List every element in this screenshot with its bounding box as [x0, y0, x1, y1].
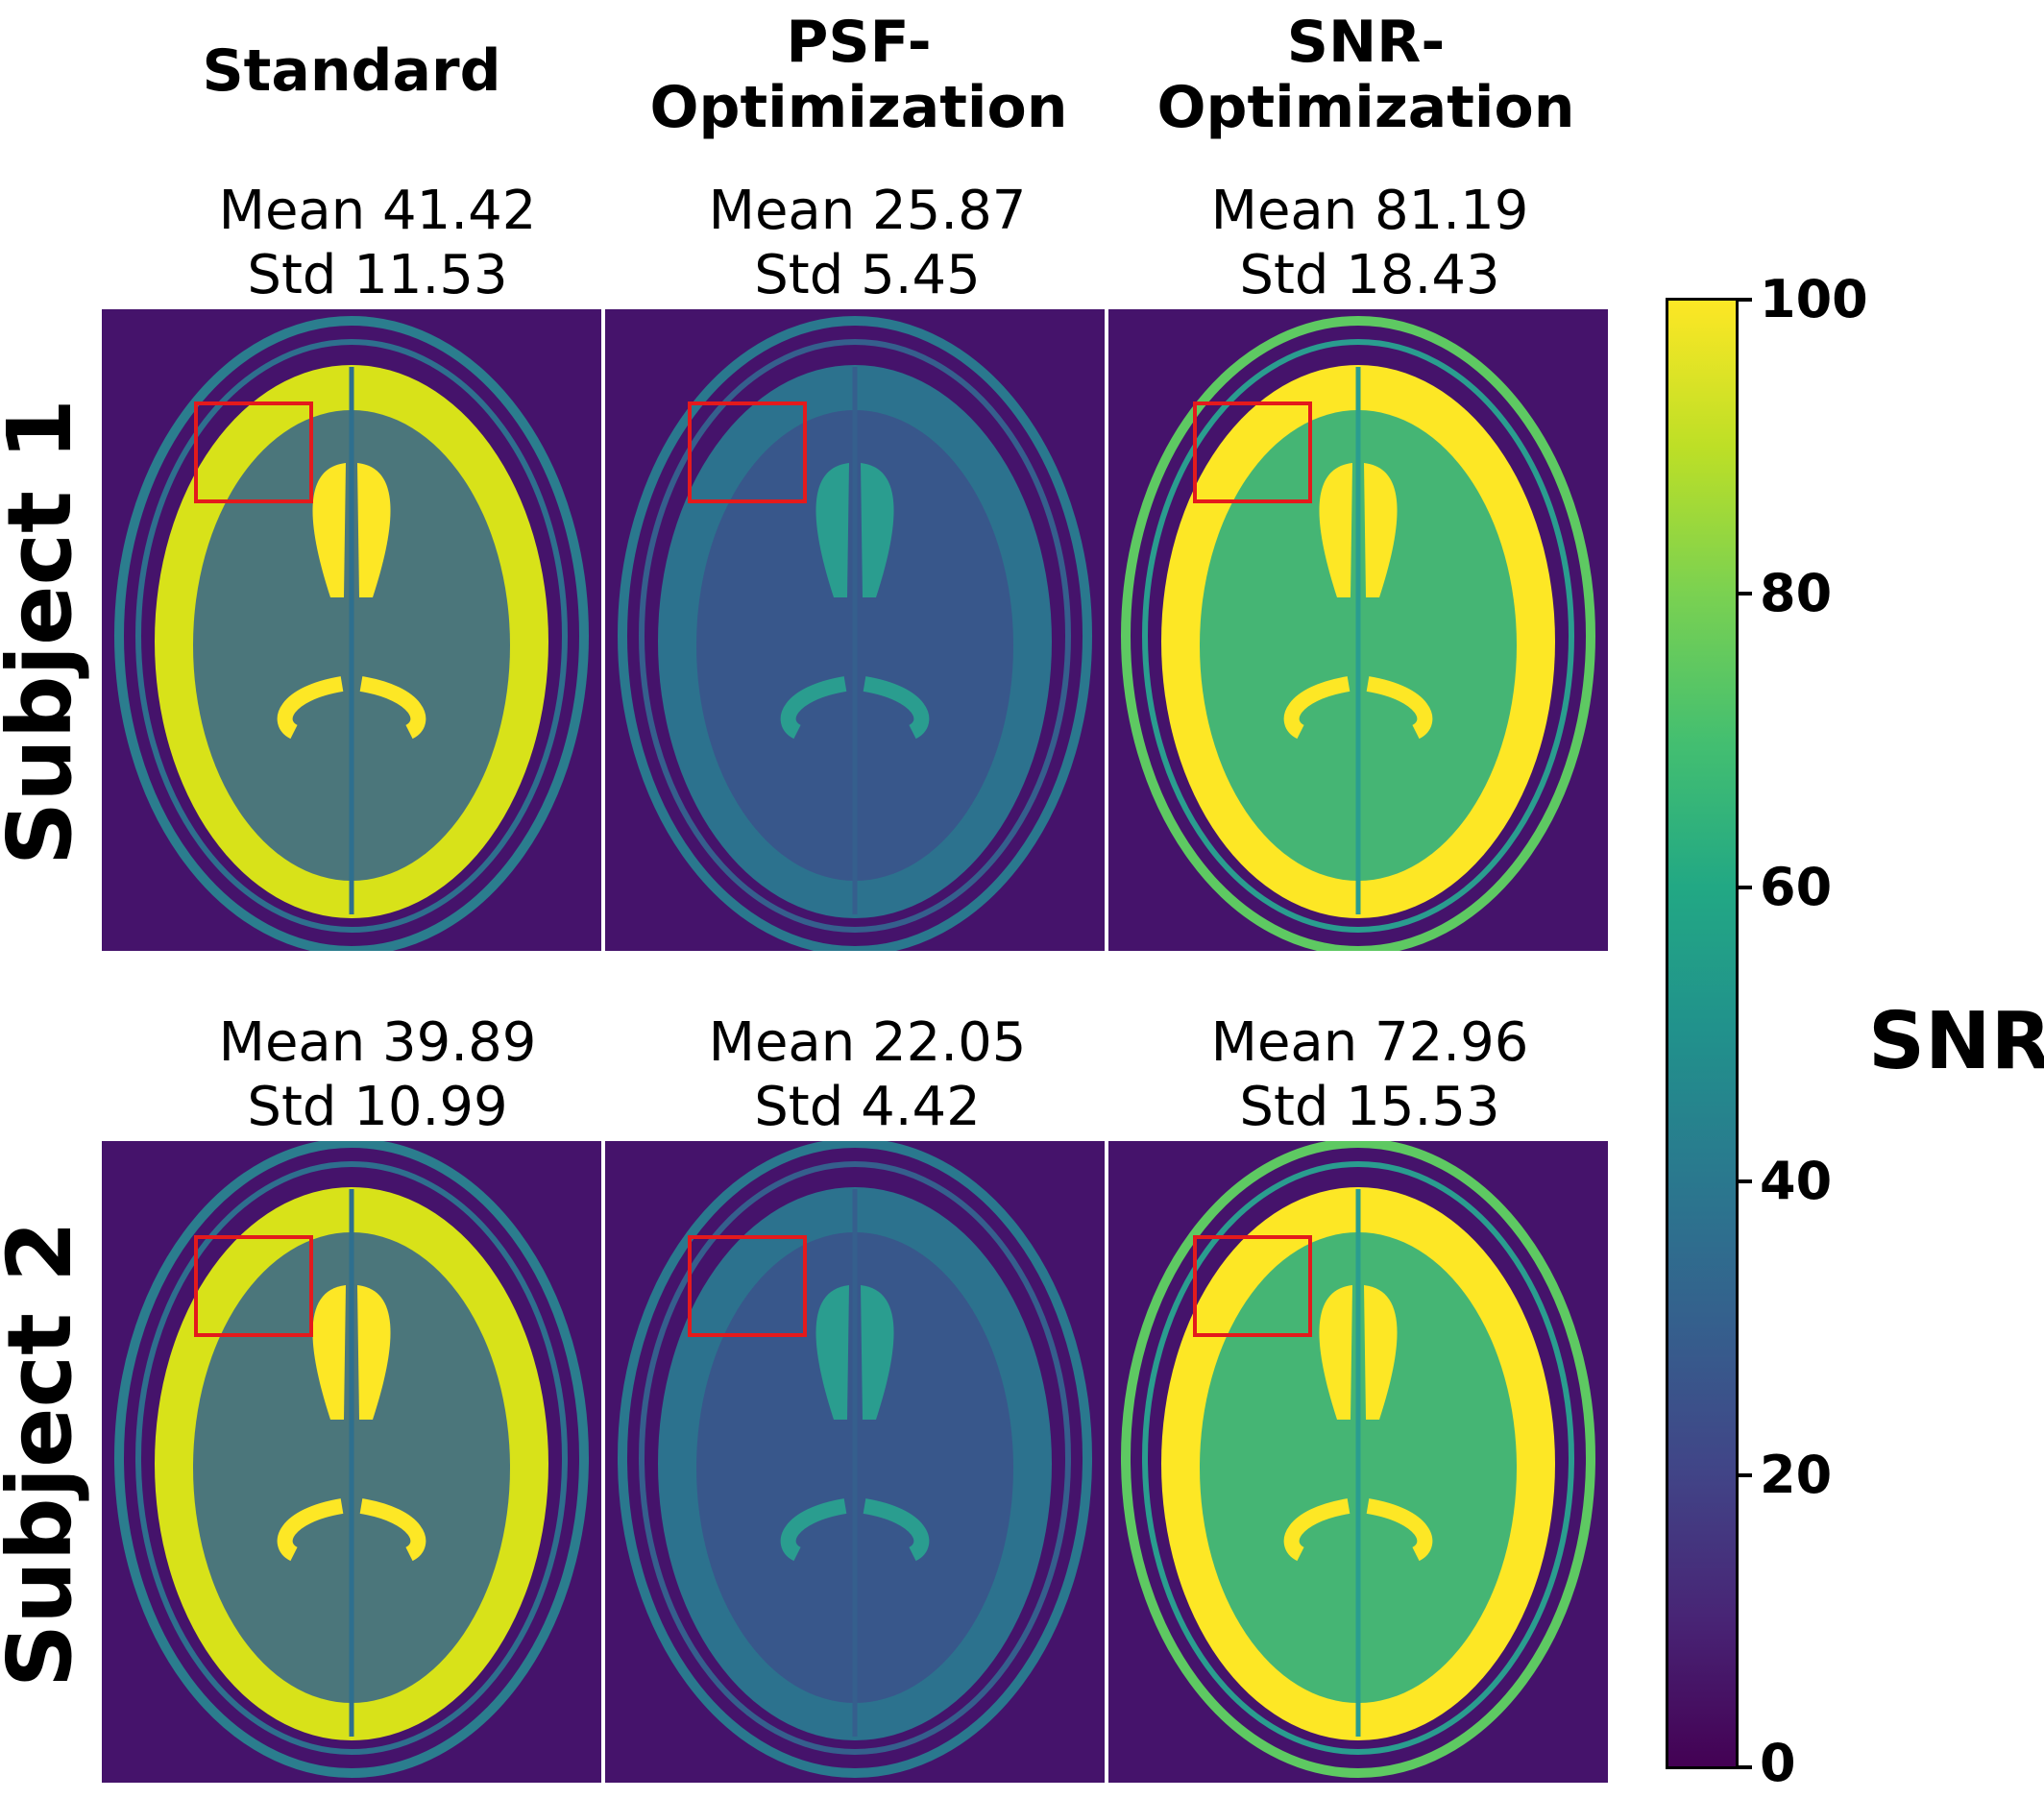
mean-value: Mean 72.96 — [1210, 1011, 1529, 1074]
colorbar-tick-label-40: 40 — [1760, 1151, 1833, 1211]
mean-value: Mean 41.42 — [218, 180, 537, 242]
mean-value: Mean 22.05 — [708, 1011, 1027, 1074]
skull-outline — [135, 339, 568, 933]
mean-value: Mean 81.19 — [1210, 180, 1529, 242]
colorbar-tick-label-0: 0 — [1760, 1733, 1796, 1793]
mri-subject1-psf — [605, 309, 1105, 951]
posterior-horn-left — [277, 1498, 344, 1562]
skull-outline — [1142, 339, 1574, 933]
left-ventricle — [312, 463, 346, 597]
scalp-outline — [618, 1141, 1092, 1778]
posterior-horn-left — [780, 676, 847, 740]
stats-subject2-psf: Mean 22.05 Std 4.42 — [618, 1010, 1117, 1139]
posterior-horn-left — [1283, 676, 1350, 740]
mri-subject2-snr — [1108, 1141, 1608, 1783]
std-value: Std 11.53 — [247, 244, 508, 306]
roi-box — [194, 401, 313, 503]
column-title-snr-optimization: SNR- Optimization — [1156, 9, 1575, 141]
scalp-outline — [114, 1141, 589, 1778]
skull-outline — [1142, 1161, 1574, 1755]
row-label-subject-2: Subject 2 — [0, 1221, 91, 1689]
colorbar-tick — [1739, 1179, 1752, 1183]
roi-box — [1193, 401, 1312, 503]
mri-subject2-standard — [102, 1141, 601, 1783]
skull-outline — [639, 1161, 1071, 1755]
posterior-horn-right — [1366, 1498, 1433, 1562]
posterior-horn-left — [1283, 1498, 1350, 1562]
mri-subject2-psf — [605, 1141, 1105, 1783]
colorbar-label: SNR — [1868, 996, 2044, 1087]
colorbar-tick-label-60: 60 — [1760, 857, 1833, 917]
left-ventricle — [815, 463, 849, 597]
posterior-horn-left — [277, 676, 344, 740]
stats-subject1-snr: Mean 81.19 Std 18.43 — [1120, 179, 1619, 307]
column-title-standard: Standard — [202, 37, 501, 105]
skull-outline — [639, 339, 1071, 933]
colorbar-tick — [1739, 592, 1752, 596]
scalp-outline — [618, 316, 1092, 951]
std-value: Std 10.99 — [247, 1076, 508, 1138]
right-ventricle — [861, 463, 894, 597]
std-value: Std 4.42 — [754, 1076, 981, 1138]
stats-subject1-psf: Mean 25.87 Std 5.45 — [618, 179, 1117, 307]
posterior-horn-right — [359, 1498, 426, 1562]
left-ventricle — [312, 1285, 346, 1420]
column-title-psf-optimization: PSF- Optimization — [649, 9, 1068, 141]
skull-outline — [135, 1161, 568, 1755]
colorbar-tick-label-80: 80 — [1760, 563, 1833, 623]
snr-colorbar — [1666, 298, 1739, 1769]
mean-value: Mean 25.87 — [708, 180, 1027, 242]
posterior-horn-right — [863, 676, 930, 740]
colorbar-tick-label-20: 20 — [1760, 1445, 1833, 1505]
right-ventricle — [1364, 463, 1398, 597]
std-value: Std 18.43 — [1239, 244, 1500, 306]
roi-box — [1193, 1235, 1312, 1337]
left-ventricle — [1319, 463, 1352, 597]
roi-box — [194, 1235, 313, 1337]
right-ventricle — [357, 463, 391, 597]
stats-subject2-standard: Mean 39.89 Std 10.99 — [128, 1010, 627, 1139]
colorbar-tick — [1739, 298, 1752, 302]
scalp-outline — [114, 316, 589, 951]
posterior-horn-right — [359, 676, 426, 740]
stats-subject2-snr: Mean 72.96 Std 15.53 — [1120, 1010, 1619, 1139]
posterior-horn-right — [1366, 676, 1433, 740]
mri-subject1-snr — [1108, 309, 1608, 951]
colorbar-tick — [1739, 1765, 1752, 1769]
colorbar-tick-label-100: 100 — [1760, 269, 1868, 329]
left-ventricle — [1319, 1285, 1352, 1420]
row-label-subject-1: Subject 1 — [0, 399, 91, 866]
colorbar-tick — [1739, 886, 1752, 889]
mri-subject1-standard — [102, 309, 601, 951]
posterior-horn-right — [863, 1498, 930, 1562]
std-value: Std 15.53 — [1239, 1076, 1500, 1138]
roi-box — [688, 401, 807, 503]
scalp-outline — [1121, 1141, 1595, 1778]
posterior-horn-left — [780, 1498, 847, 1562]
scalp-outline — [1121, 316, 1595, 951]
stats-subject1-standard: Mean 41.42 Std 11.53 — [128, 179, 627, 307]
left-ventricle — [815, 1285, 849, 1420]
std-value: Std 5.45 — [754, 244, 981, 306]
roi-box — [688, 1235, 807, 1337]
right-ventricle — [1364, 1285, 1398, 1420]
colorbar-tick — [1739, 1473, 1752, 1477]
mean-value: Mean 39.89 — [218, 1011, 537, 1074]
right-ventricle — [861, 1285, 894, 1420]
right-ventricle — [357, 1285, 391, 1420]
